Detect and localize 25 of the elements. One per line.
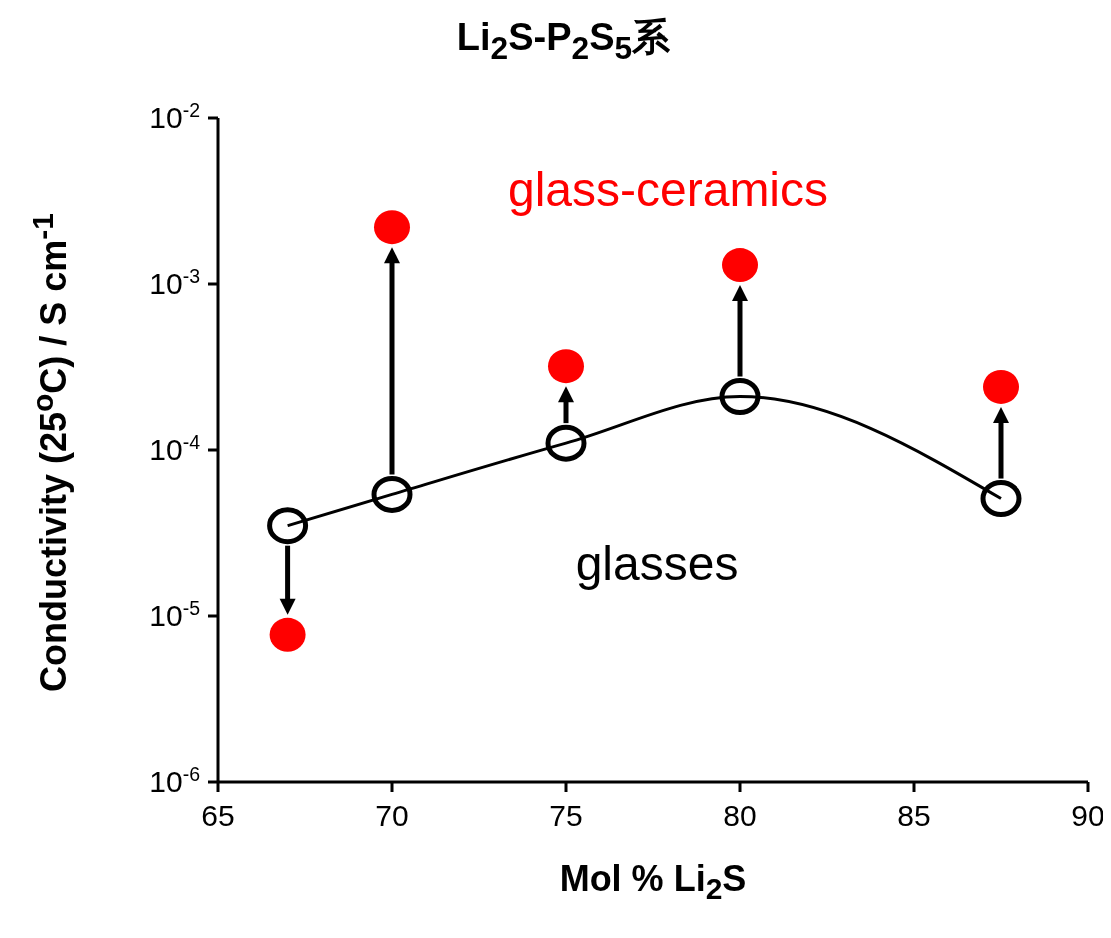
point	[548, 349, 584, 384]
y-tick-label: 10$^{-6}$	[149, 763, 200, 798]
x-tick-label: 85	[897, 799, 931, 832]
y-tick-label: 10$^{-3}$	[149, 265, 200, 300]
point	[374, 210, 410, 245]
point	[545, 424, 587, 462]
point	[983, 369, 1019, 404]
x-tick-label: 75	[549, 799, 583, 832]
y-tick-label: 10$^{-5}$	[149, 597, 201, 632]
chart-title: Li$_{2}$S-P$_{2}$S$_{5}$系	[455, 15, 672, 67]
x-tick-label: 80	[723, 799, 757, 832]
point	[267, 507, 309, 545]
x-axis-title: Mol % Li$_{2}$S	[558, 858, 748, 907]
point	[371, 475, 413, 513]
series-label: glasses	[575, 537, 739, 590]
point	[722, 248, 758, 283]
y-tick-label: 10$^{-2}$	[149, 99, 200, 134]
y-tick-label: 10$^{-4}$	[149, 431, 201, 466]
point	[719, 378, 761, 416]
series-label: glass-ceramics	[507, 163, 829, 216]
x-tick-label: 90	[1071, 799, 1105, 832]
x-tick-label: 65	[201, 799, 235, 832]
point	[269, 617, 306, 652]
x-tick-label: 70	[375, 799, 409, 832]
point	[980, 480, 1022, 518]
